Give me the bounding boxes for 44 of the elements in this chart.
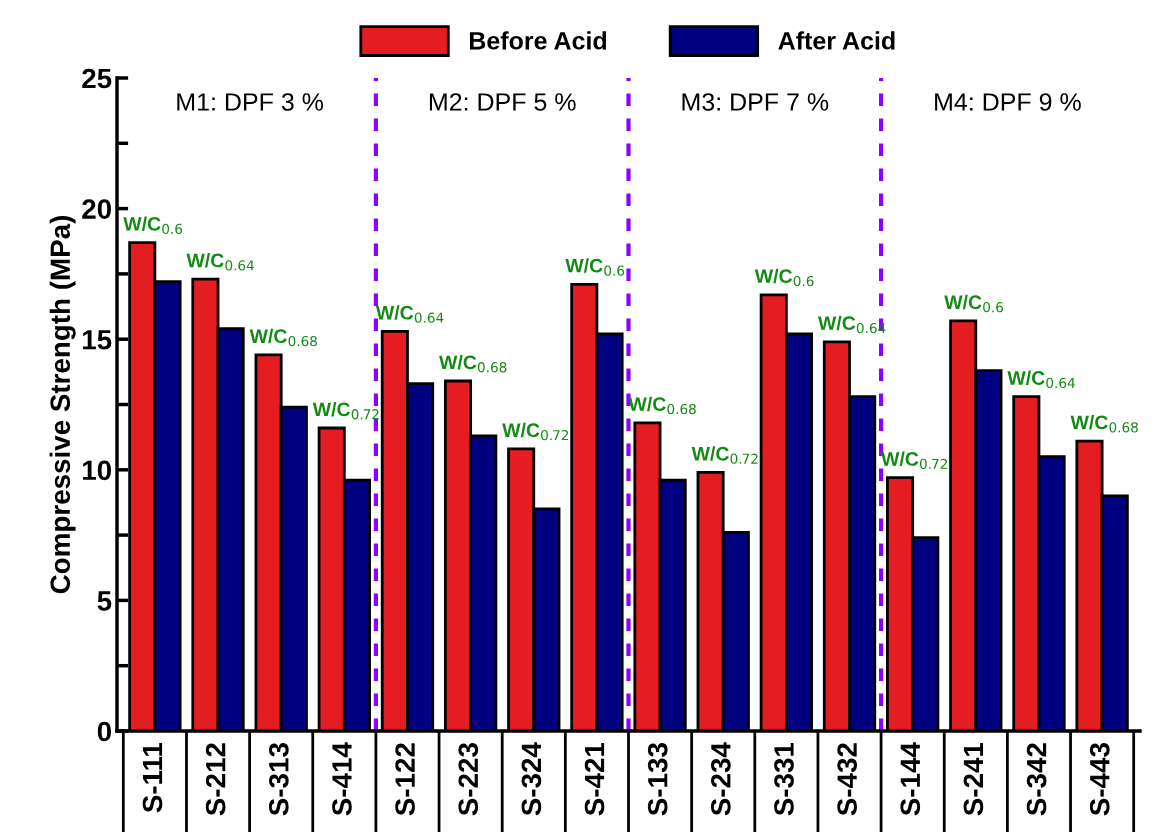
annotation: W/C$_{0.72}$ — [312, 401, 379, 420]
annotation: W/C$_{0.68}$ — [1070, 415, 1138, 433]
annotation: W/C$_{0.6}$ — [754, 268, 814, 287]
x-tick-label: S-414 — [332, 742, 352, 816]
y-tick-label: 0 — [97, 721, 111, 742]
y-tick-label: 5 — [97, 591, 112, 611]
annotation: W/C$_{0.64}$ — [1007, 370, 1075, 389]
x-tick-label: S-133 — [647, 743, 668, 816]
annotation: W/C$_{0.6}$ — [944, 294, 1004, 313]
x-tick-label: S-122 — [395, 743, 415, 816]
x-tick-label: S-212 — [205, 743, 226, 816]
annotation: W/C$_{0.68}$ — [439, 354, 507, 373]
annotation: W/C$_{0.68}$ — [628, 396, 696, 415]
x-tick-label: S-313 — [268, 743, 289, 816]
annotation: W/C$_{0.72}$ — [881, 451, 947, 470]
y-tick-label: 10 — [82, 460, 111, 481]
x-tick-label: S-223 — [458, 743, 479, 816]
legend-label: Before Acid — [469, 31, 607, 50]
annotation: W/C$_{0.64}$ — [375, 305, 444, 323]
x-tick-label: S-443 — [1089, 743, 1110, 816]
annotation: W/C$_{0.72}$ — [502, 422, 569, 441]
x-tick-label: S-234 — [711, 742, 731, 816]
y-tick-label: 20 — [82, 199, 111, 219]
x-tick-label: S-432 — [837, 743, 858, 816]
annotation: M3: DPF 7 % — [682, 93, 829, 111]
x-tick-label: S-324 — [521, 742, 542, 816]
y-axis-title: Compressive Strength (MPa) — [49, 216, 76, 594]
x-tick-label: S-144 — [900, 742, 921, 816]
annotation: W/C$_{0.64}$ — [186, 253, 254, 271]
annotation: M2: DPF 5 % — [429, 93, 576, 111]
x-tick-label: S-111 — [142, 742, 163, 813]
annotation: W/C$_{0.68}$ — [249, 328, 317, 347]
x-tick-label: S-241 — [963, 742, 984, 816]
y-tick-label: 25 — [82, 68, 112, 89]
annotation: W/C$_{0.72}$ — [691, 446, 758, 464]
x-tick-label: S-331 — [774, 742, 794, 816]
annotation: W/C$_{0.6}$ — [123, 216, 183, 234]
x-tick-label: S-421 — [584, 742, 605, 816]
annotation: W/C$_{0.6}$ — [565, 258, 625, 276]
x-tick-label: S-342 — [1026, 743, 1047, 816]
annotation: M4: DPF 9 % — [935, 93, 1081, 111]
y-tick-label: 15 — [82, 330, 112, 350]
legend-label: After Acid — [778, 31, 895, 50]
annotation: M1: DPF 3 % — [177, 93, 324, 111]
